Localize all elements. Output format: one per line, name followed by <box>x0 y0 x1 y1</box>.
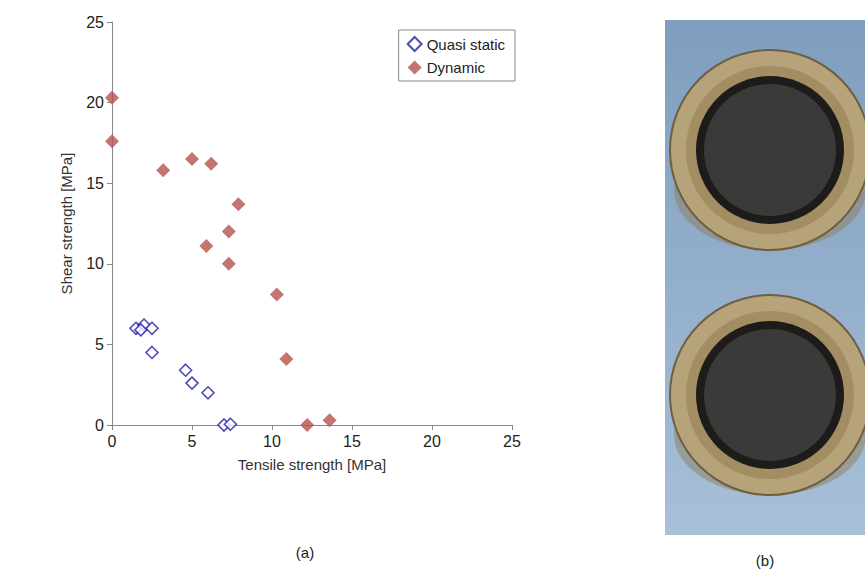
svg-text:15: 15 <box>343 433 361 450</box>
svg-text:Quasi static: Quasi static <box>427 36 506 53</box>
svg-text:(a): (a) <box>296 544 314 561</box>
svg-text:25: 25 <box>86 14 104 31</box>
svg-text:(b): (b) <box>756 552 774 569</box>
svg-text:15: 15 <box>86 175 104 192</box>
svg-text:5: 5 <box>188 433 197 450</box>
svg-text:25: 25 <box>503 433 521 450</box>
svg-text:5: 5 <box>95 336 104 353</box>
svg-text:0: 0 <box>95 417 104 434</box>
svg-text:0: 0 <box>108 433 117 450</box>
svg-text:Dynamic: Dynamic <box>427 59 486 76</box>
svg-text:10: 10 <box>86 255 104 272</box>
svg-text:Shear strength [MPa]: Shear strength [MPa] <box>58 153 75 295</box>
svg-text:10: 10 <box>263 433 281 450</box>
svg-text:Tensile strength [MPa]: Tensile strength [MPa] <box>238 456 386 473</box>
svg-text:20: 20 <box>86 94 104 111</box>
svg-text:20: 20 <box>423 433 441 450</box>
